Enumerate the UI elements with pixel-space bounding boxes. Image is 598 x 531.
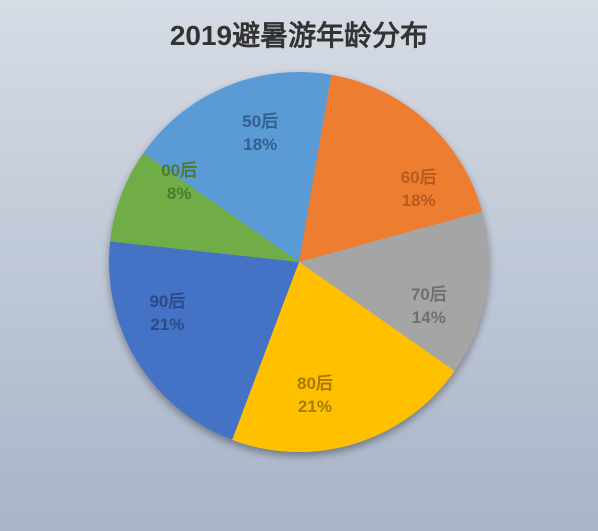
- pie-chart: [109, 72, 489, 452]
- chart-title: 2019避暑游年龄分布: [170, 14, 428, 54]
- pie-area: 50后18%60后18%70后14%80后21%90后21%00后8%: [109, 72, 489, 452]
- chart-container: 2019避暑游年龄分布 50后18%60后18%70后14%80后21%90后2…: [0, 0, 598, 531]
